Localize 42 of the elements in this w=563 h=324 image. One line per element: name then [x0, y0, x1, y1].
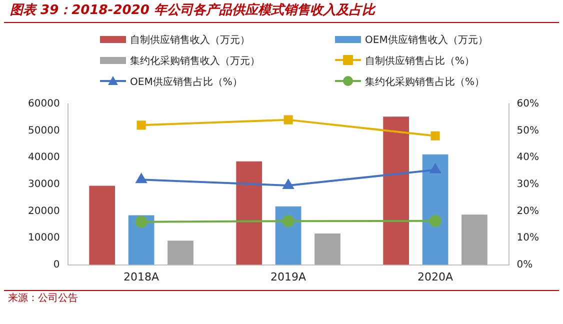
legend-label: OEM供应销售占比（%）: [130, 76, 242, 88]
point: [136, 174, 147, 184]
point: [429, 214, 442, 227]
legend-label: 自制供应销售收入（万元）: [130, 34, 250, 46]
bar: [236, 161, 262, 265]
x-tick-label: 2019A: [270, 270, 307, 284]
bar: [314, 233, 340, 265]
point: [282, 179, 294, 189]
point: [430, 164, 441, 174]
y2-tick-label: 0%: [516, 259, 533, 270]
x-tick-label: 2018A: [124, 270, 160, 284]
y-tick-label: 50000: [28, 125, 60, 136]
y-tick-label: 40000: [28, 152, 60, 164]
y-tick-label: 20000: [28, 206, 60, 217]
y2-tick-label: 10%: [516, 232, 540, 244]
point: [136, 120, 146, 130]
bar: [462, 214, 488, 265]
y-tick-label: 0: [53, 259, 60, 270]
bar: [383, 116, 410, 265]
bar: [168, 240, 194, 265]
x-tick-label: 2020A: [418, 270, 454, 284]
bar: [128, 215, 154, 265]
point: [430, 131, 440, 140]
legend-label: 集约化采购销售收入（万元）: [130, 54, 260, 68]
source-note: 来源：公司公告: [4, 290, 559, 307]
y-tick-label: 30000: [28, 178, 60, 190]
legend-label: 集约化采购销售占比（%）: [365, 76, 485, 88]
legend-label: 自制供应销售占比（%）: [365, 54, 475, 68]
point: [284, 115, 293, 124]
point: [282, 215, 294, 228]
legend-label: OEM供应销售收入（万元）: [365, 34, 488, 46]
bar: [89, 186, 116, 265]
chart-title: 图表 39：2018-2020 年公司各产品供应模式销售收入及占比: [4, 0, 559, 23]
y2-tick-label: 50%: [516, 125, 540, 136]
y2-tick-label: 60%: [516, 98, 540, 110]
y-tick-label: 10000: [28, 232, 60, 244]
y2-tick-label: 30%: [516, 178, 540, 190]
y2-tick-label: 40%: [516, 152, 540, 164]
bar: [422, 154, 448, 265]
y2-tick-label: 20%: [516, 206, 540, 217]
point: [135, 216, 148, 228]
y-tick-label: 60000: [28, 98, 60, 110]
